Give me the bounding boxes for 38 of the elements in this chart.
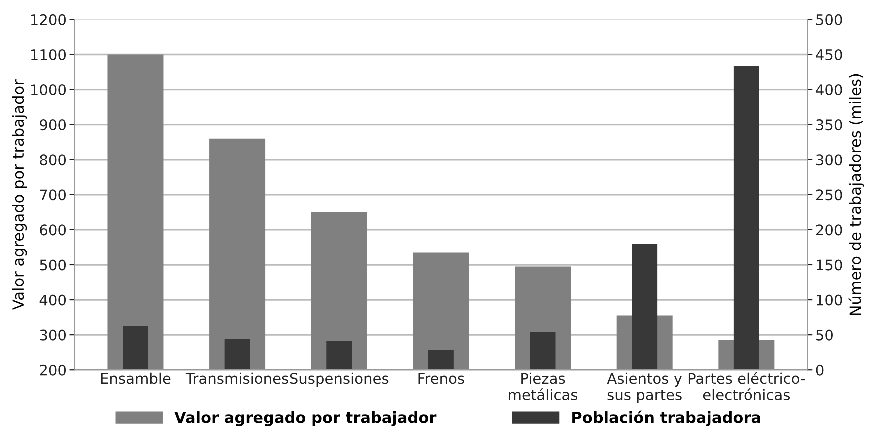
bar bbox=[326, 341, 352, 370]
y2-tick-label: 300 bbox=[816, 154, 842, 166]
y2-tick-label: 200 bbox=[816, 224, 842, 236]
x-tick-label: Partes eléctrico- electrónicas bbox=[688, 372, 806, 401]
y-tick-label: 900 bbox=[40, 120, 66, 131]
y2-tick-label: 400 bbox=[816, 84, 842, 96]
y2-tick-label: 500 bbox=[816, 14, 842, 26]
y-tick-label: 1100 bbox=[31, 49, 66, 60]
x-tick-label: Piezas metálicas bbox=[509, 372, 578, 401]
legend-label: Población trabajadora bbox=[572, 410, 760, 426]
y2-axis-title: Número de trabajadores (miles) bbox=[848, 74, 864, 316]
y-tick-label: 1200 bbox=[31, 14, 66, 26]
bar bbox=[122, 326, 148, 370]
y-tick-label: 600 bbox=[40, 224, 66, 236]
y-tick-label: 400 bbox=[40, 294, 66, 306]
x-tick-label: Frenos bbox=[418, 373, 464, 384]
y2-tick-label: 150 bbox=[817, 260, 842, 271]
y-tick-label: 300 bbox=[40, 330, 66, 341]
legend-label: Valor agregado por trabajador bbox=[174, 412, 437, 426]
y2-tick-label: 350 bbox=[816, 120, 842, 131]
y-tick-label: 500 bbox=[40, 260, 66, 271]
y-tick-label: 1000 bbox=[31, 84, 66, 96]
y2-tick-label: 250 bbox=[816, 190, 842, 201]
y2-tick-label: 100 bbox=[817, 294, 842, 306]
x-tick-label: Transmisiones bbox=[186, 372, 288, 384]
bar bbox=[224, 339, 250, 370]
bar bbox=[428, 350, 454, 370]
x-tick-label: Ensamble bbox=[101, 372, 171, 384]
x-tick-label: Asientos y sus partes bbox=[607, 372, 682, 404]
bar bbox=[530, 332, 556, 370]
y2-tick-label: 450 bbox=[816, 49, 842, 60]
y-axis-title: Valor agregado por trabajador bbox=[12, 80, 28, 310]
x-tick-label: Suspensiones bbox=[290, 372, 389, 387]
y-tick-label: 800 bbox=[40, 154, 66, 166]
y-tick-label: 700 bbox=[40, 190, 66, 201]
y-tick-label: 200 bbox=[40, 364, 66, 376]
y2-tick-label: 0 bbox=[816, 364, 824, 376]
y2-tick-label: 50 bbox=[816, 330, 833, 341]
